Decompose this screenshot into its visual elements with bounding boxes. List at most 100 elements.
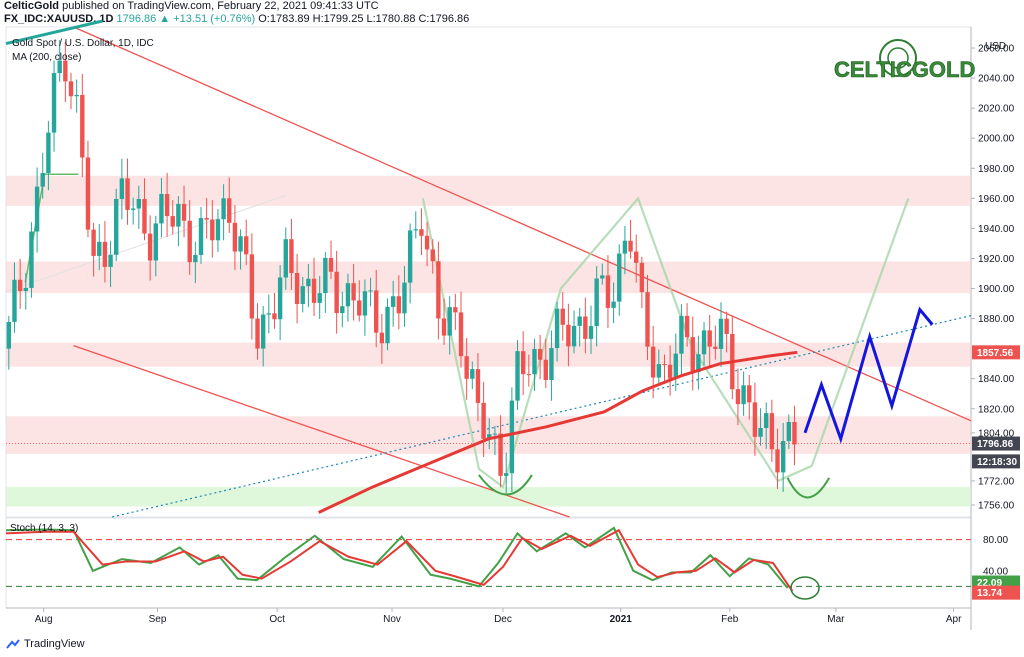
stoch-cross-circle [790, 576, 820, 600]
close-price-flag: 1796.86 [977, 439, 1014, 450]
time-tick-label: Sep [149, 614, 167, 625]
candle-body [374, 290, 379, 333]
tradingview-icon [6, 638, 20, 650]
candle-body [532, 348, 537, 375]
price-tick-label: 1880.00 [978, 314, 1015, 325]
candle-body [85, 157, 91, 230]
resistance-zone [6, 261, 971, 294]
price-tick-label: 1820.00 [978, 404, 1015, 415]
stoch-pane[interactable] [5, 517, 972, 609]
candle-body [413, 229, 418, 231]
candle-body [311, 278, 317, 303]
time-tick-label: Feb [721, 614, 739, 625]
double-bottom-arc [786, 477, 831, 499]
candle-body [656, 364, 662, 378]
legend-stoch: Stoch (14, 3, 3) [10, 523, 78, 534]
celticgold-logo: CELTICGOLD [834, 39, 976, 82]
stoch-k-flag: 22.09 [977, 578, 1002, 589]
candle-body [447, 307, 452, 336]
candle-body [198, 218, 204, 255]
symbol-label: FX_IDC:XAUUSD, 1D [4, 13, 114, 25]
candle-body [63, 60, 68, 82]
candle-body [424, 235, 430, 250]
stoch-tick-label: 80.00 [983, 535, 1008, 546]
publisher-name[interactable]: CelticGold [4, 0, 60, 12]
candle-body [159, 193, 164, 224]
legend-title: Gold Spot / U.S. Dollar, 1D, IDC [12, 38, 154, 49]
countdown-flag-bg [972, 454, 1020, 469]
candle-body [583, 316, 588, 339]
candle-body [475, 369, 481, 403]
candle-body [108, 254, 113, 267]
ohlc-line: FX_IDC:XAUUSD, 1D 1796.86 ▲ +13.51 (+0.7… [4, 13, 469, 25]
candle-body [210, 219, 215, 241]
candle-body [436, 261, 441, 319]
candle-body [622, 240, 628, 254]
candle-body [566, 324, 571, 347]
time-tick-label: 2021 [610, 614, 633, 625]
candle-body [441, 318, 447, 336]
price-tick-label: 1840.00 [978, 374, 1015, 385]
time-tick-label: Mar [827, 614, 845, 625]
support-zone [6, 486, 971, 507]
candle-body [707, 330, 712, 347]
legend-ma: MA (200, close) [12, 52, 81, 63]
candle-body [193, 254, 198, 263]
candle-body [758, 427, 763, 437]
ma-price-flag-bg [972, 345, 1020, 360]
candle-body [232, 222, 238, 252]
candle-body [662, 364, 667, 366]
candle-body [80, 94, 85, 158]
candle-body [368, 290, 373, 292]
resistance-zone [6, 342, 971, 367]
publish-header: CelticGold published on TradingView.com,… [0, 0, 1024, 25]
candle-body [351, 283, 356, 301]
candle-body [68, 81, 74, 97]
candle-body [249, 254, 255, 319]
candle-body [323, 257, 328, 294]
price-tick-label: 1772.00 [978, 476, 1015, 487]
candle-body [786, 421, 792, 442]
candle-body [328, 257, 334, 272]
candle-body [283, 239, 288, 278]
candle-body [181, 203, 187, 221]
price-tick-label: 1980.00 [978, 164, 1015, 175]
resistance-zone [6, 175, 971, 206]
stoch-d-flag: 13.74 [977, 588, 1002, 599]
candle-body [560, 308, 565, 325]
candle-body [718, 318, 724, 349]
ma200-line [318, 350, 798, 514]
candle-body [362, 291, 368, 316]
candle-body [515, 351, 520, 401]
candle-body [453, 307, 458, 313]
candle-body [255, 318, 260, 349]
candle-body [628, 240, 633, 252]
candle-body [611, 301, 616, 308]
uptrend-dotted-line [112, 315, 972, 518]
candle-body [260, 314, 266, 349]
candle-body [272, 313, 277, 320]
candle-body [74, 94, 79, 97]
candle-body [764, 413, 769, 428]
candle-body [379, 332, 385, 344]
tradingview-brand[interactable]: TradingView [6, 638, 85, 650]
price-tick-label: 2000.00 [978, 134, 1015, 145]
candle-body [673, 353, 678, 379]
candle-body [577, 316, 582, 326]
teal-trend-segment [5, 19, 103, 45]
candle-body [46, 132, 51, 174]
grey-guide-line [5, 194, 287, 293]
candle-body [600, 275, 605, 279]
candle-body [679, 315, 684, 354]
candle-body [780, 441, 786, 473]
stoch-d-flag-bg [972, 585, 1020, 600]
candle-body [769, 413, 775, 450]
candle-body [419, 229, 424, 236]
candle-body [266, 313, 272, 315]
stoch-tick-label: 40.00 [983, 566, 1008, 577]
ohlc-values: O:1783.89 H:1799.25 L:1780.88 C:1796.86 [258, 13, 470, 25]
candle-body [221, 198, 226, 220]
candle-body [543, 359, 548, 380]
candle-body [306, 278, 311, 287]
